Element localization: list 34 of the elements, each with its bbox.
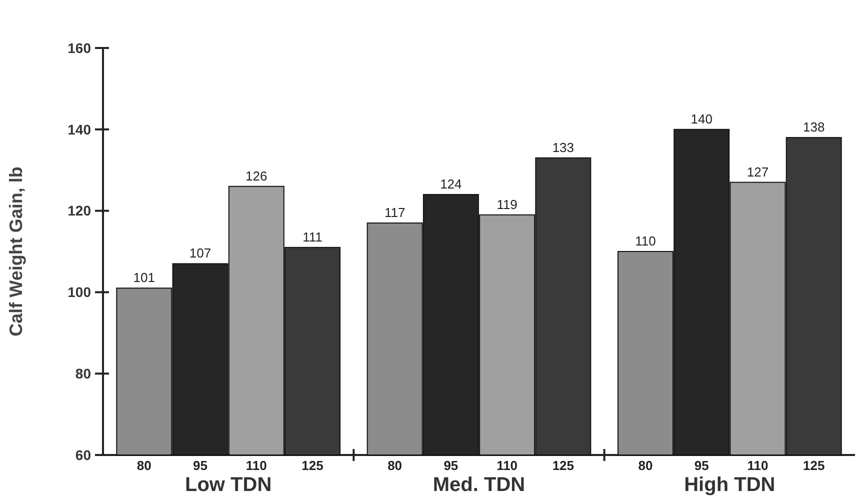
y-axis-title: Calf Weight Gain, lb — [6, 166, 26, 336]
text: 125 — [552, 458, 574, 473]
x-tick-label: High TDN — [684, 474, 776, 496]
series-label: 95 — [193, 458, 208, 473]
data-label: 133 — [552, 140, 574, 155]
data-label: 124 — [440, 176, 462, 192]
text: 125 — [802, 458, 825, 473]
text: 80 — [388, 458, 402, 473]
y-tick-label: 160 — [68, 40, 92, 56]
data-label: 119 — [496, 196, 518, 212]
data-label: 111 — [302, 229, 322, 244]
data-label: 126 — [246, 168, 268, 184]
y-tick-label: 120 — [68, 202, 92, 219]
y-tick-label: 80 — [75, 366, 92, 382]
data-label: 101 — [133, 270, 156, 286]
y-tick-label: 140 — [68, 121, 92, 138]
series-label: 125 — [302, 458, 324, 473]
data-label: 117 — [384, 205, 406, 220]
text: 95 — [694, 458, 709, 473]
x-tick-label: Low TDN — [185, 474, 272, 496]
y-tick-label: 100 — [68, 284, 92, 300]
data-label: 140 — [690, 111, 712, 126]
data-label: 110 — [635, 234, 656, 248]
series-label: 80 — [136, 458, 152, 473]
data-label: 107 — [189, 246, 212, 261]
text: 95 — [444, 458, 458, 473]
series-label: 110 — [246, 458, 267, 473]
text: 110 — [747, 458, 768, 473]
y-tick-label: 60 — [75, 446, 92, 463]
x-tick-label: Med. TDN — [432, 474, 526, 496]
text: 110 — [496, 458, 518, 473]
text: 80 — [638, 458, 653, 473]
data-label: 127 — [746, 164, 769, 180]
data-label: 138 — [802, 120, 825, 135]
